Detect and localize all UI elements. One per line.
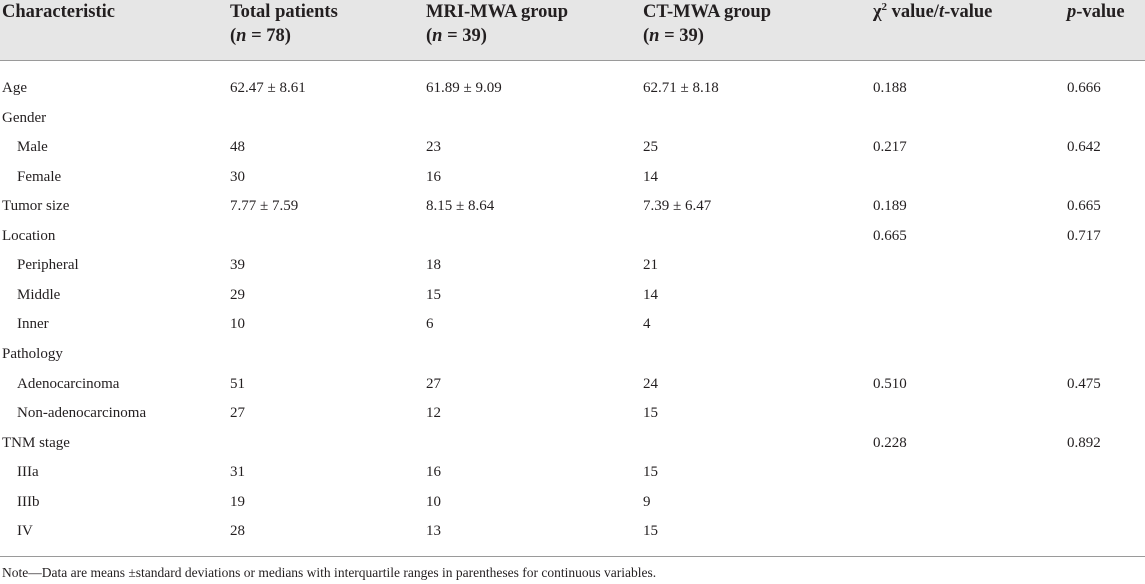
- header-characteristic: Characteristic: [2, 2, 116, 22]
- table-header: Characteristic Total patients (n = 78) M…: [0, 0, 1145, 60]
- table-row: Tumor size 7.77 ± 7.59 8.15 ± 8.64 7.39 ± 6…: [0, 196, 1145, 226]
- table-row: IIIa 31 16 15: [0, 462, 1145, 492]
- cell-ct-mwa: 62.71 ± 8.18: [643, 80, 719, 96]
- cell-chi-t-value: 0.217: [873, 139, 907, 156]
- cell-mri-mwa: 12: [426, 405, 441, 422]
- row-label: IIIb: [17, 493, 40, 510]
- table-row: Male 48 23 25 0.217 0.642: [0, 137, 1145, 167]
- header-chi-t-value: χ2 value/t-value: [873, 0, 993, 22]
- row-label: Peripheral: [17, 257, 79, 274]
- cell-mri-mwa: 16: [426, 464, 441, 481]
- table-row: IIIb 19 10 9: [0, 492, 1145, 522]
- table-row: TNM stage 0.228 0.892: [0, 433, 1145, 463]
- cell-ct-mwa: 15: [643, 523, 658, 540]
- table-row: Age 62.47 ± 8.61 61.89 ± 9.09 62.71 ± 8.18 0…: [0, 78, 1145, 108]
- cell-total-patients: 10: [230, 316, 245, 333]
- cell-mri-mwa: 23: [426, 139, 441, 156]
- header-ct-mwa: CT-MWA group (n = 39): [643, 2, 771, 46]
- cell-ct-mwa: 25: [643, 139, 658, 156]
- cell-chi-t-value: 0.665: [873, 227, 907, 244]
- cell-p-value: 0.475: [1067, 375, 1101, 392]
- cell-mri-mwa: 18: [426, 257, 441, 274]
- cell-ct-mwa: 14: [643, 286, 658, 303]
- row-label: IIIa: [17, 464, 39, 481]
- cell-mri-mwa: 16: [426, 168, 441, 185]
- cell-total-patients: 27: [230, 405, 245, 422]
- cell-total-patients: 48: [230, 139, 245, 156]
- row-label: Male: [17, 139, 48, 156]
- cell-mri-mwa: 61.89 ± 9.09: [426, 80, 502, 96]
- cell-mri-mwa: 8.15 ± 8.64: [426, 198, 495, 215]
- row-label: Location: [2, 227, 56, 244]
- cell-ct-mwa: 7.39 ± 6.47: [643, 198, 712, 215]
- cell-chi-t-value: 0.510: [873, 375, 907, 392]
- table-row: Gender: [0, 108, 1145, 138]
- cell-total-patients: 29: [230, 286, 245, 303]
- row-label: Age: [2, 80, 27, 96]
- header-p-value: p-value: [1067, 2, 1125, 22]
- cell-mri-mwa: 27: [426, 375, 441, 392]
- header-mri-mwa: MRI-MWA group (n = 39): [426, 2, 569, 46]
- row-label: Tumor size: [2, 198, 70, 215]
- cell-chi-t-value: 0.188: [873, 80, 907, 96]
- cell-total-patients: 51: [230, 375, 245, 392]
- cell-p-value: 0.892: [1067, 434, 1101, 451]
- table-row: Female 30 16 14: [0, 167, 1145, 197]
- header-divider: [0, 60, 1145, 61]
- row-label: Non-adenocarcinoma: [17, 405, 147, 422]
- row-label: Adenocarcinoma: [17, 375, 120, 392]
- table-note: Note—Data are means ±standard deviations…: [2, 565, 657, 580]
- cell-mri-mwa: 10: [426, 493, 441, 510]
- cell-ct-mwa: 4: [643, 316, 651, 333]
- table-row: Location 0.665 0.717: [0, 226, 1145, 256]
- cell-p-value: 0.665: [1067, 198, 1101, 215]
- header-total-patients: Total patients (n = 78): [230, 2, 338, 46]
- cell-total-patients: 39: [230, 257, 245, 274]
- cell-ct-mwa: 14: [643, 168, 658, 185]
- table-row: Middle 29 15 14: [0, 285, 1145, 315]
- cell-ct-mwa: 15: [643, 405, 658, 422]
- cell-p-value: 0.666: [1067, 80, 1101, 96]
- cell-chi-t-value: 0.228: [873, 434, 907, 451]
- cell-ct-mwa: 24: [643, 375, 658, 392]
- cell-total-patients: 30: [230, 168, 245, 185]
- table-row: Adenocarcinoma 51 27 24 0.510 0.475: [0, 374, 1145, 404]
- cell-mri-mwa: 15: [426, 286, 441, 303]
- cell-mri-mwa: 13: [426, 523, 441, 540]
- cell-chi-t-value: 0.189: [873, 198, 907, 215]
- cell-ct-mwa: 21: [643, 257, 658, 274]
- cell-ct-mwa: 9: [643, 493, 651, 510]
- row-label: Pathology: [2, 345, 63, 362]
- table-row: Non-adenocarcinoma 27 12 15: [0, 403, 1145, 433]
- cell-p-value: 0.642: [1067, 139, 1101, 156]
- table-row: Pathology: [0, 344, 1145, 374]
- cell-total-patients: 62.47 ± 8.61: [230, 80, 306, 96]
- row-label: TNM stage: [2, 434, 70, 451]
- row-label: Female: [17, 168, 62, 185]
- cell-total-patients: 7.77 ± 7.59: [230, 198, 299, 215]
- cell-total-patients: 28: [230, 523, 245, 540]
- cell-ct-mwa: 15: [643, 464, 658, 481]
- cell-total-patients: 19: [230, 493, 245, 510]
- row-label: Gender: [2, 109, 47, 126]
- row-label: Inner: [17, 316, 49, 333]
- table-bottom-rule: [0, 556, 1145, 557]
- cell-total-patients: 31: [230, 464, 245, 481]
- table-row: Inner 10 6 4: [0, 314, 1145, 344]
- row-label: Middle: [17, 286, 61, 303]
- cell-p-value: 0.717: [1067, 227, 1101, 244]
- row-label: IV: [17, 523, 33, 540]
- cell-mri-mwa: 6: [426, 316, 434, 333]
- table-row: Peripheral 39 18 21: [0, 255, 1145, 285]
- table-row: IV 28 13 15: [0, 521, 1145, 551]
